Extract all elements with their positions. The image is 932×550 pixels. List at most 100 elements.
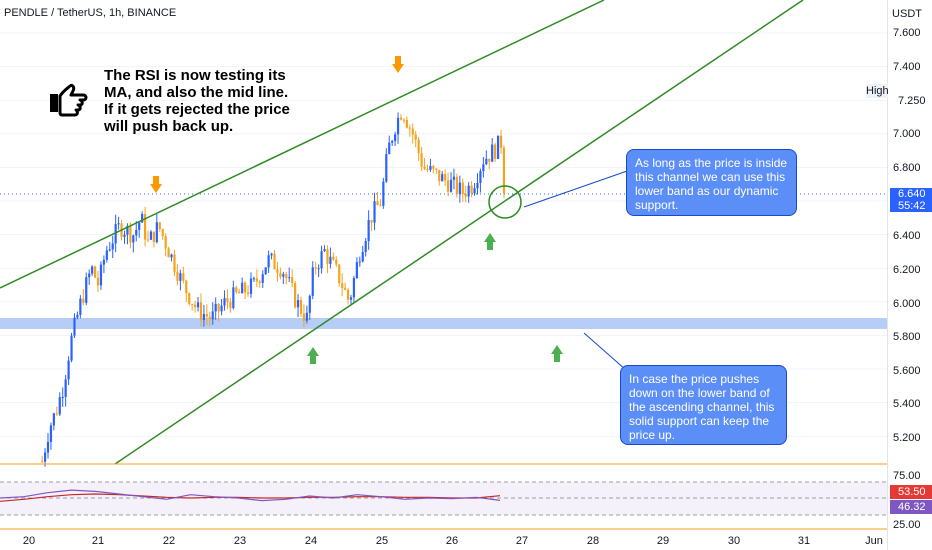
down-arrow-icon xyxy=(392,56,404,73)
candle-body xyxy=(432,165,435,169)
candle-body xyxy=(249,278,253,294)
candle-body xyxy=(170,254,173,258)
candle-body xyxy=(205,314,208,317)
touch-circle xyxy=(488,185,522,219)
candle-body xyxy=(502,147,506,194)
channel-callout[interactable]: As long as the price is inside this chan… xyxy=(626,149,797,216)
candle-body xyxy=(61,396,64,398)
time-tick: 27 xyxy=(515,535,529,547)
candle-body xyxy=(499,135,503,148)
channel-lower-line xyxy=(114,0,804,465)
candle-body xyxy=(226,298,229,302)
candle-body xyxy=(158,222,161,230)
candle-body xyxy=(261,274,264,283)
candle-body xyxy=(417,139,420,154)
candle-body xyxy=(311,267,314,296)
up-arrow-icon xyxy=(551,345,563,362)
candle-body xyxy=(235,287,238,292)
candle-body xyxy=(49,425,53,442)
candle-body xyxy=(176,271,179,281)
candle-body xyxy=(323,249,326,252)
candle-body xyxy=(132,235,135,243)
time-tick: 21 xyxy=(91,535,105,547)
price-chart[interactable] xyxy=(0,0,887,550)
candle-body xyxy=(152,231,156,243)
candle-body xyxy=(255,278,258,282)
candle-body xyxy=(91,266,94,274)
candle-body xyxy=(467,185,470,197)
candle-body xyxy=(370,219,373,223)
candle-body xyxy=(452,176,456,180)
candle-body xyxy=(361,252,364,262)
candle-body xyxy=(241,282,244,294)
symbol-title[interactable]: PENDLE / TetherUS, 1h, BINANCE xyxy=(4,7,177,19)
candle-body xyxy=(193,304,197,308)
time-tick: Jun xyxy=(865,535,883,547)
candles xyxy=(41,112,506,467)
candle-body xyxy=(373,201,376,223)
high-tag-value: 7.250 xyxy=(898,95,926,107)
candle-body xyxy=(302,313,306,321)
price-tick: 7.000 xyxy=(893,128,921,140)
time-tick: 29 xyxy=(656,535,670,547)
candle-body xyxy=(258,281,261,283)
candle-body xyxy=(299,300,303,314)
candle-body xyxy=(441,174,444,182)
support-callout[interactable]: In case the price pushes down on the low… xyxy=(620,365,787,445)
candle-body xyxy=(149,231,153,240)
price-axis[interactable] xyxy=(887,0,932,550)
candle-body xyxy=(461,182,464,194)
currency-label[interactable]: USDT xyxy=(892,8,922,20)
candle-body xyxy=(458,182,461,194)
time-tick: 22 xyxy=(162,535,176,547)
candle-body xyxy=(470,185,473,194)
candle-body xyxy=(496,135,500,159)
candle-body xyxy=(346,289,350,300)
price-tick: 6.800 xyxy=(893,162,921,174)
candle-body xyxy=(435,168,438,170)
candle-body xyxy=(273,253,276,270)
candle-body xyxy=(341,283,344,289)
candle-body xyxy=(426,168,429,170)
price-tick: 5.800 xyxy=(893,331,921,343)
candle-body xyxy=(446,180,450,192)
time-tick: 30 xyxy=(727,535,741,547)
candle-body xyxy=(385,154,388,182)
candle-body xyxy=(99,264,103,286)
candle-body xyxy=(58,397,61,415)
time-tick: 26 xyxy=(445,535,459,547)
candle-body xyxy=(232,287,235,309)
candle-body xyxy=(288,277,291,279)
candle-body xyxy=(46,441,50,453)
candle-body xyxy=(314,267,317,269)
candle-body xyxy=(476,183,479,189)
candle-body xyxy=(238,291,241,294)
up-arrow-icon xyxy=(307,347,319,364)
candle-body xyxy=(217,303,220,312)
candle-body xyxy=(102,259,105,265)
candle-body xyxy=(464,193,467,197)
candle-body xyxy=(146,239,150,241)
candle-body xyxy=(352,278,356,298)
candle-body xyxy=(329,256,332,264)
candle-body xyxy=(279,272,282,277)
rsi-level-tick: 25.00 xyxy=(893,519,921,531)
candle-body xyxy=(208,316,211,320)
candle-body xyxy=(117,223,120,225)
candle-body xyxy=(55,413,58,415)
candle-body xyxy=(43,452,47,462)
candle-body xyxy=(308,295,311,313)
candle-body xyxy=(220,305,223,312)
candle-body xyxy=(488,158,491,162)
rsi-note-text[interactable]: The RSI is now testing its MA, and also … xyxy=(104,67,290,135)
candle-body xyxy=(211,311,214,320)
candle-body xyxy=(355,262,358,279)
candle-body xyxy=(485,158,488,165)
candle-body xyxy=(282,274,285,277)
candle-body xyxy=(482,164,485,172)
candle-body xyxy=(294,283,297,308)
channel-upper-line xyxy=(0,0,605,289)
candle-body xyxy=(326,249,329,264)
down-arrow-icon xyxy=(150,176,162,193)
